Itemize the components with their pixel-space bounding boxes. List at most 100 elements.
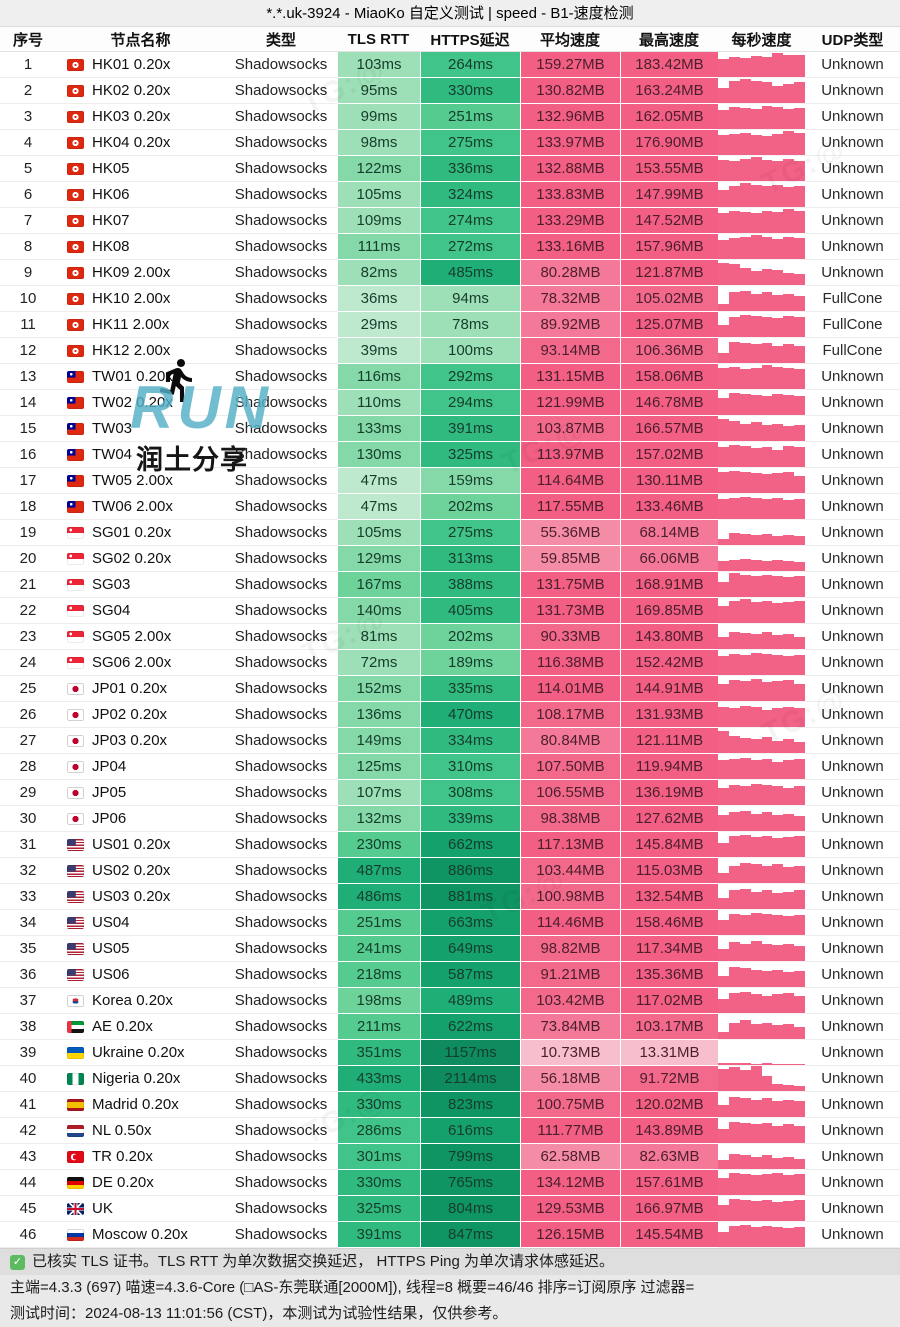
tls-rtt-cell: 39ms <box>337 338 420 364</box>
tls-rtt-cell: 136ms <box>337 702 420 728</box>
udp-type-cell: Unknown <box>805 182 900 208</box>
node-type: Shadowsocks <box>225 468 337 494</box>
https-latency-cell: 336ms <box>420 156 520 182</box>
speed-bar <box>794 237 805 259</box>
speed-bar <box>761 292 773 311</box>
speed-bar <box>772 1125 784 1143</box>
country-flag-icon <box>67 656 84 669</box>
speed-bar <box>750 1201 762 1221</box>
udp-type-cell: Unknown <box>805 832 900 858</box>
speed-bar <box>761 1225 773 1247</box>
speed-bar <box>739 267 751 285</box>
speed-bar <box>783 395 795 415</box>
table-row: 29 JP05 Shadowsocks 107ms 308ms 106.55MB… <box>0 780 900 806</box>
node-name: US05 <box>92 940 130 957</box>
speed-bar <box>794 107 805 129</box>
https-latency-cell: 662ms <box>420 832 520 858</box>
udp-type-cell: Unknown <box>805 390 900 416</box>
speed-bar <box>739 632 751 649</box>
speed-bar <box>761 343 773 363</box>
node-name-cell: US06 <box>56 962 225 988</box>
country-flag-icon <box>67 344 84 357</box>
avg-speed-cell: 106.55MB <box>520 780 620 806</box>
tls-rtt-cell: 167ms <box>337 572 420 598</box>
tls-rtt-cell: 330ms <box>337 1170 420 1196</box>
speed-bar <box>783 54 795 77</box>
node-type: Shadowsocks <box>225 754 337 780</box>
speed-bar <box>783 1228 795 1247</box>
node-type: Shadowsocks <box>225 1170 337 1196</box>
node-name: JP04 <box>92 758 127 775</box>
speed-bar <box>718 730 729 753</box>
tls-rtt-cell: 125ms <box>337 754 420 780</box>
speed-bar <box>728 890 740 909</box>
tls-rtt-cell: 81ms <box>337 624 420 650</box>
max-speed-cell: 121.11MB <box>620 728 718 754</box>
speed-bar <box>750 813 762 831</box>
avg-speed-cell: 89.92MB <box>520 312 620 338</box>
udp-type-cell: Unknown <box>805 1222 900 1248</box>
speed-bar <box>772 184 784 207</box>
max-speed-cell: 145.84MB <box>620 832 718 858</box>
speed-bar <box>761 1155 773 1169</box>
speed-history-chart <box>718 1066 805 1092</box>
node-type: Shadowsocks <box>225 598 337 624</box>
speed-history-chart <box>718 416 805 442</box>
avg-speed-cell: 116.38MB <box>520 650 620 676</box>
table-row: 24 SG06 2.00x Shadowsocks 72ms 189ms 116… <box>0 650 900 676</box>
table-row: 38 AE 0.20x Shadowsocks 211ms 622ms 73.8… <box>0 1014 900 1040</box>
node-type: Shadowsocks <box>225 858 337 884</box>
node-type: Shadowsocks <box>225 988 337 1014</box>
speed-history-chart <box>718 1092 805 1118</box>
country-flag-icon <box>67 604 84 617</box>
row-index: 1 <box>0 52 56 78</box>
node-name-cell: SG01 0.20x <box>56 520 225 546</box>
udp-type-cell: Unknown <box>805 416 900 442</box>
speed-bar <box>718 814 729 831</box>
country-flag-icon <box>67 552 84 565</box>
avg-speed-cell: 73.84MB <box>520 1014 620 1040</box>
row-index: 13 <box>0 364 56 390</box>
udp-type-cell: Unknown <box>805 858 900 884</box>
speed-bar <box>772 708 784 727</box>
node-name-cell: Korea 0.20x <box>56 988 225 1014</box>
https-latency-cell: 339ms <box>420 806 520 832</box>
node-name-cell: SG04 <box>56 598 225 624</box>
avg-speed-cell: 114.01MB <box>520 676 620 702</box>
speed-bar <box>750 1099 762 1117</box>
speed-bar <box>728 317 740 337</box>
speed-bar <box>718 303 729 311</box>
speed-history-chart <box>718 884 805 910</box>
https-latency-cell: 324ms <box>420 182 520 208</box>
speed-history-chart <box>718 286 805 312</box>
speed-bar <box>739 314 751 337</box>
footer-meta-line: 主端=4.3.3 (697) 喵速=4.3.6-Core (□AS-东莞联通[2… <box>10 1279 695 1296</box>
node-name-cell: Madrid 0.20x <box>56 1092 225 1118</box>
row-index: 20 <box>0 546 56 572</box>
speed-bar <box>739 991 751 1013</box>
speed-bar <box>750 157 762 181</box>
table-row: 40 Nigeria 0.20x Shadowsocks 433ms 2114m… <box>0 1066 900 1092</box>
node-name-cell: US02 0.20x <box>56 858 225 884</box>
speed-bar <box>794 447 805 467</box>
node-name: HK10 2.00x <box>92 290 171 307</box>
avg-speed-cell: 129.53MB <box>520 1196 620 1222</box>
speed-bar <box>718 975 729 987</box>
tls-rtt-cell: 122ms <box>337 156 420 182</box>
speed-bar <box>739 738 751 753</box>
row-index: 16 <box>0 442 56 468</box>
speed-history-chart <box>718 1014 805 1040</box>
speed-bar <box>718 656 729 675</box>
speed-bar <box>783 1175 795 1195</box>
speed-bar <box>761 865 773 883</box>
tls-rtt-cell: 105ms <box>337 182 420 208</box>
row-index: 35 <box>0 936 56 962</box>
tls-rtt-cell: 211ms <box>337 1014 420 1040</box>
node-type: Shadowsocks <box>225 728 337 754</box>
country-flag-icon <box>67 994 84 1007</box>
speed-bar <box>783 315 795 337</box>
speed-bar <box>772 238 784 259</box>
table-row: 14 TW02 0.20x Shadowsocks 110ms 294ms 12… <box>0 390 900 416</box>
speed-bar <box>718 760 729 779</box>
speed-history-chart <box>718 520 805 546</box>
